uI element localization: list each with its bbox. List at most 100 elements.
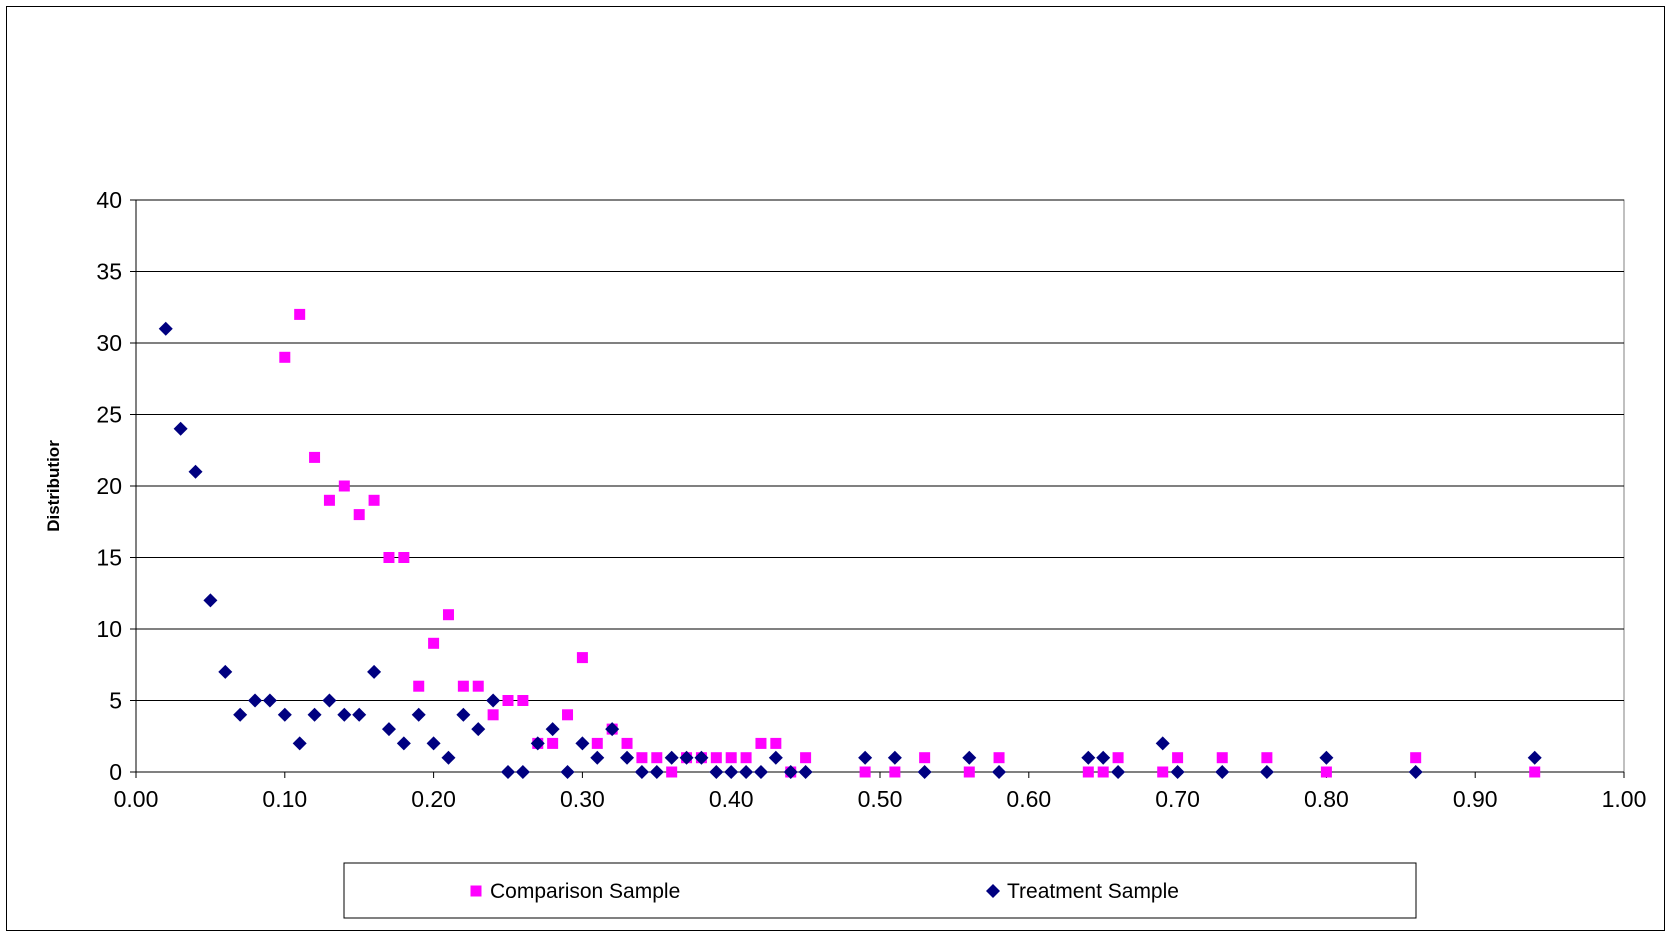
treatment-point [530, 736, 545, 751]
x-tick-labels: 0.00 0.10 0.20 0.30 0.40 0.50 0.60 0.70 0.80 0.90… [114, 772, 1647, 812]
comparison-point [576, 652, 588, 664]
comparison-point [889, 766, 901, 778]
treatment-point [649, 765, 664, 779]
treatment-point [634, 765, 649, 779]
comparison-point [383, 552, 395, 563]
comparison-point [457, 680, 469, 692]
comparison-point [859, 766, 871, 778]
x-tick-label: 0.30 [560, 786, 605, 812]
treatment-point [501, 765, 515, 779]
treatment-point [337, 707, 352, 722]
treatment-point [307, 707, 322, 722]
treatment-point [679, 750, 694, 765]
treatment-point [768, 750, 783, 765]
legend: Comparison Sample Treatment Sample [343, 862, 1417, 919]
treatment-point [381, 722, 396, 737]
comparison-point [562, 709, 574, 721]
comparison-point [338, 480, 350, 492]
comparison-point [398, 552, 410, 563]
treatment-point [322, 693, 337, 708]
treatment-point [1096, 750, 1111, 765]
x-tick-label: 0.20 [411, 786, 456, 812]
series-treatment [158, 321, 1542, 779]
treatment-point [262, 693, 277, 708]
comparison-point [309, 451, 321, 463]
x-tick-label: 0.60 [1006, 786, 1051, 812]
treatment-point [188, 464, 203, 479]
treatment-point [1170, 765, 1185, 779]
comparison-point [636, 752, 648, 764]
comparison-point [353, 509, 365, 521]
y-tick-label: 20 [96, 473, 122, 499]
y-tick-label: 15 [96, 545, 122, 571]
comparison-point [666, 766, 678, 778]
y-axis-title: Distributior [44, 440, 63, 532]
comparison-point [323, 494, 335, 506]
treatment-point [248, 693, 263, 708]
treatment-point [1527, 750, 1542, 765]
treatment-point [1081, 750, 1096, 765]
comparison-point [1216, 752, 1228, 764]
treatment-point [545, 722, 560, 737]
treatment-point [605, 722, 620, 737]
comparison-point [770, 737, 782, 749]
treatment-point [203, 593, 218, 608]
y-tick-label: 30 [96, 330, 122, 356]
treatment-point [292, 736, 307, 751]
treatment-point [709, 765, 724, 779]
comparison-point [487, 709, 499, 721]
comparison-point [1529, 766, 1541, 778]
treatment-point [277, 707, 292, 722]
comparison-point [725, 752, 737, 764]
x-tick-label: 0.50 [858, 786, 903, 812]
treatment-point [1319, 750, 1334, 765]
x-tick-label: 1.00 [1602, 786, 1647, 812]
treatment-point [1111, 765, 1126, 779]
treatment-point [739, 765, 754, 779]
treatment-point [441, 750, 456, 765]
comparison-point [428, 637, 440, 649]
treatment-point [352, 707, 367, 722]
treatment-point [620, 750, 635, 765]
comparison-point [279, 351, 291, 363]
y-tick-label: 25 [96, 402, 122, 428]
treatment-point [694, 750, 709, 765]
treatment-point [962, 750, 977, 765]
treatment-point [1155, 736, 1170, 751]
treatment-point [753, 765, 768, 779]
x-tick-label: 0.70 [1155, 786, 1200, 812]
grid-lines [136, 199, 1624, 701]
comparison-point [651, 752, 663, 764]
comparison-point [502, 695, 514, 706]
treatment-point [367, 664, 382, 679]
treatment-point [218, 664, 233, 679]
treatment-point [724, 765, 739, 779]
treatment-point [173, 421, 188, 436]
comparison-point [1112, 752, 1124, 764]
comparison-point [963, 766, 975, 778]
treatment-legend-label: Treatment Sample [1007, 880, 1179, 903]
comparison-point [294, 308, 306, 320]
x-tick-label: 0.00 [114, 786, 159, 812]
treatment-point [560, 765, 575, 779]
y-tick-label: 10 [96, 616, 122, 642]
comparison-point [442, 609, 454, 621]
comparison-point [621, 737, 633, 749]
comparison-point [800, 752, 812, 764]
treatment-point [486, 693, 501, 708]
treatment-point [887, 750, 902, 765]
comparison-point [1172, 752, 1184, 764]
treatment-point [158, 321, 173, 336]
treatment-point [858, 750, 873, 765]
treatment-point [233, 707, 248, 722]
comparison-point [1082, 766, 1094, 778]
treatment-point [992, 765, 1007, 779]
comparison-point [1410, 752, 1422, 764]
x-tick-label: 0.80 [1304, 786, 1349, 812]
comparison-point [1320, 766, 1332, 778]
y-tick-labels: 0 5 10 15 20 25 30 35 40 [96, 187, 136, 785]
treatment-point [426, 736, 441, 751]
comparison-point [1157, 766, 1169, 778]
comparison-point [368, 494, 380, 506]
